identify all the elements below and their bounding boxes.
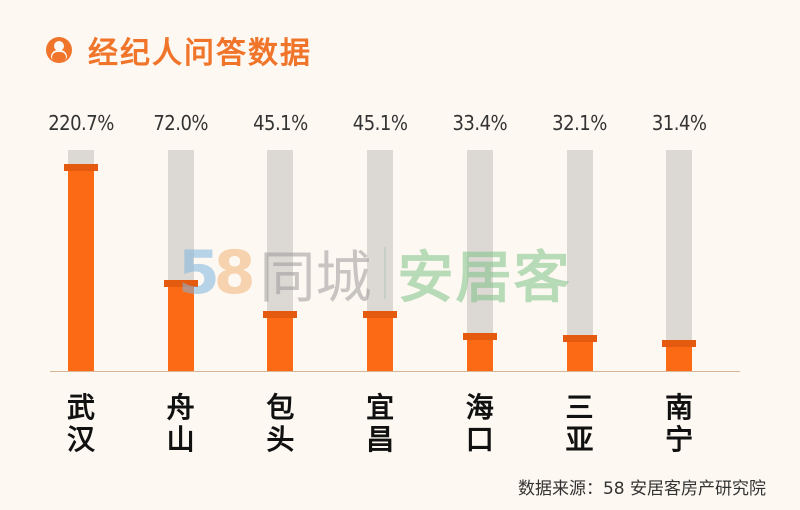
category-label: 三亚 bbox=[565, 391, 594, 456]
bar-track bbox=[566, 150, 593, 371]
chart-header: 经纪人问答数据 bbox=[46, 30, 312, 71]
category-label: 武汉 bbox=[66, 391, 95, 456]
bar-fill bbox=[68, 164, 94, 371]
bar-column: 45.1% 包头 bbox=[230, 0, 330, 510]
watermark-tongcheng: 同城 bbox=[259, 245, 372, 311]
x-axis-baseline bbox=[50, 371, 740, 372]
bar-cap bbox=[363, 311, 398, 318]
bar-fill bbox=[267, 311, 294, 371]
data-source-note: 数据来源：58 安居客房产研究院 bbox=[517, 479, 766, 499]
bar-value-label: 33.4% bbox=[452, 111, 508, 135]
bar-column: 45.1% 宜昌 bbox=[330, 0, 430, 510]
bar-cap bbox=[462, 333, 497, 340]
bar-cap bbox=[263, 311, 298, 318]
category-label: 包头 bbox=[266, 391, 295, 456]
bar-column: 72.0% 舟山 bbox=[131, 0, 231, 510]
category-label: 宜昌 bbox=[366, 391, 395, 456]
chart-title: 经纪人问答数据 bbox=[88, 36, 312, 71]
bar-fill bbox=[367, 311, 394, 371]
category-label: 舟山 bbox=[166, 391, 195, 456]
category-label: 南宁 bbox=[665, 391, 694, 456]
bar-cap bbox=[662, 340, 697, 347]
bar-value-label: 220.7% bbox=[48, 111, 114, 135]
bar-cap bbox=[64, 164, 98, 171]
bar-column: 33.4% 海口 bbox=[430, 0, 530, 510]
category-label: 海口 bbox=[465, 391, 494, 456]
bar-column: 32.1% 三亚 bbox=[530, 0, 630, 510]
bar-fill bbox=[167, 280, 194, 371]
user-avatar-icon bbox=[46, 37, 72, 63]
watermark-anjuke: 安居客 bbox=[397, 245, 572, 311]
bar-column: 31.4% 南宁 bbox=[629, 0, 729, 510]
bar-value-label: 31.4% bbox=[651, 111, 707, 135]
watermark-logo: 58 同城 安居客 bbox=[178, 238, 572, 311]
bar-value-label: 32.1% bbox=[552, 111, 607, 135]
bar-cap bbox=[163, 280, 198, 287]
bar-value-label: 45.1% bbox=[253, 111, 308, 135]
bar-column: 220.7% 武汉 bbox=[31, 0, 131, 510]
bar-track bbox=[666, 150, 693, 371]
watermark-divider bbox=[383, 247, 386, 299]
bar-cap bbox=[562, 335, 597, 342]
bar-value-label: 72.0% bbox=[153, 111, 209, 135]
bar-value-label: 45.1% bbox=[352, 111, 408, 135]
watermark-58: 58 bbox=[178, 238, 255, 308]
